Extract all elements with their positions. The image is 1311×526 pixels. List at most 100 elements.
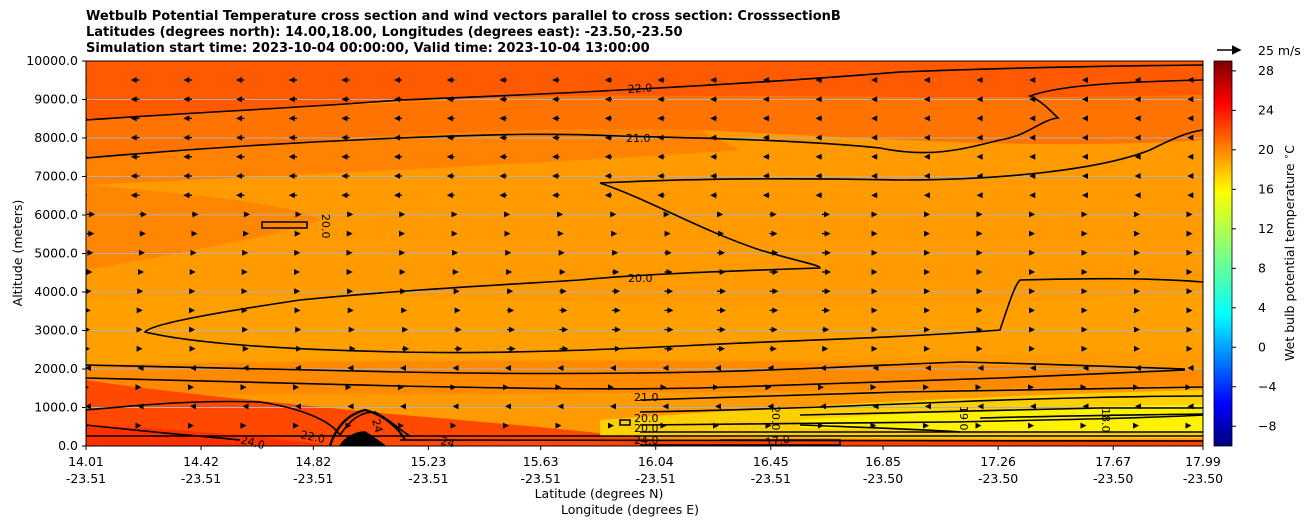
colorbar-tick-label: −8 xyxy=(1258,418,1276,433)
wind-vector xyxy=(717,211,724,218)
wind-vector xyxy=(562,326,569,333)
contour-lines xyxy=(86,64,1203,446)
y-tick-label: 10000.0 xyxy=(26,53,78,68)
wind-vector xyxy=(451,230,458,237)
wind-vector xyxy=(241,307,248,314)
wind-vector xyxy=(78,115,84,121)
contour-label: 24.0 xyxy=(634,434,659,447)
wind-vector xyxy=(657,192,664,199)
wind-vector xyxy=(604,173,611,179)
wind-vector xyxy=(183,115,190,122)
wind-vector xyxy=(614,326,621,333)
wind-vector xyxy=(446,153,453,160)
wind-vector xyxy=(710,96,717,103)
wind-vector xyxy=(296,345,303,352)
wind-vector xyxy=(667,345,674,352)
wind-vector xyxy=(243,211,250,218)
wind-vector xyxy=(871,134,878,141)
wind-vector xyxy=(86,327,91,332)
wind-vector xyxy=(710,173,717,179)
wind-vector xyxy=(552,153,559,160)
contour-label: 17.0 xyxy=(765,433,791,449)
wind-vector xyxy=(871,153,878,160)
wind-vector xyxy=(86,346,91,351)
wind-vector xyxy=(824,230,831,237)
colorbar-tick-label: 8 xyxy=(1258,260,1266,275)
wind-vector xyxy=(611,230,618,237)
wind-vector xyxy=(241,269,248,275)
wind-vector xyxy=(666,269,673,275)
wind-vector xyxy=(236,153,243,160)
wind-vector xyxy=(871,77,878,83)
wind-vector xyxy=(453,288,460,295)
wind-vector xyxy=(242,345,249,352)
chart-title-line-3: Simulation start time: 2023-10-04 00:00:… xyxy=(86,41,650,56)
wind-vector xyxy=(190,249,197,256)
contour-label: 24.0 xyxy=(239,433,266,452)
wind-vector xyxy=(452,249,459,256)
wind-vector xyxy=(456,345,463,352)
wind-vector xyxy=(667,307,674,314)
x-tick-label-lon: -23.51 xyxy=(521,471,561,486)
wind-vector xyxy=(183,173,190,179)
wind-vector xyxy=(288,192,295,199)
wind-vector xyxy=(657,134,664,141)
contour-label: 19.0 xyxy=(957,406,970,431)
wind-vector xyxy=(657,153,664,160)
wind-vector xyxy=(871,115,878,122)
wind-vector xyxy=(236,96,243,103)
wind-vector xyxy=(189,345,196,352)
wind-vector xyxy=(824,269,831,275)
wind-vector xyxy=(446,192,453,199)
colorbar-ticks: 28 24 20 16 12 8 4 0 −4 −8 xyxy=(1232,63,1276,433)
contour-label: 22.0 xyxy=(627,81,652,96)
wind-vector xyxy=(710,192,717,199)
wind-vector xyxy=(824,249,831,256)
wind-vector xyxy=(346,269,353,275)
colorbar-tick-label: 4 xyxy=(1258,300,1266,315)
wind-vector xyxy=(710,77,717,83)
wind-vector xyxy=(762,173,769,179)
colorbar-label: Wet bulb potential temperature ∘C xyxy=(1282,145,1297,361)
x-tick-label-lon: -23.50 xyxy=(863,471,903,486)
wind-vector xyxy=(771,230,778,237)
wind-vector xyxy=(871,192,878,199)
wind-vector xyxy=(130,115,137,122)
wind-vector xyxy=(78,77,84,83)
colorbar: 28 24 20 16 12 8 4 0 −4 −8 Wet bulb potential tem… xyxy=(1213,60,1297,447)
wind-vector xyxy=(346,249,353,256)
wind-vector xyxy=(612,249,619,256)
wind-vector xyxy=(130,134,137,141)
wind-vector xyxy=(242,230,249,237)
wind-vector xyxy=(509,345,516,352)
wind-vector xyxy=(192,211,199,218)
wind-vector xyxy=(130,96,137,103)
wind-vector xyxy=(604,77,611,83)
wind-vector xyxy=(288,153,295,160)
wind-vector xyxy=(552,96,559,103)
wind-vector xyxy=(610,211,617,218)
wind-vector xyxy=(86,288,92,294)
x-tick-label-lon: -23.50 xyxy=(1183,471,1223,486)
wind-vector xyxy=(86,308,91,313)
wind-vector xyxy=(446,134,453,141)
y-tick-label: 8000.0 xyxy=(34,130,78,145)
y-tick-label: 0.0 xyxy=(58,438,78,453)
wind-vector xyxy=(561,307,568,314)
wind-vector xyxy=(347,211,354,218)
wind-vector xyxy=(815,153,822,160)
x-tick-label-lon: -23.51 xyxy=(66,471,106,486)
wind-vector xyxy=(507,288,514,295)
wind-vector xyxy=(130,192,137,199)
contour-label: 22.0 xyxy=(299,428,326,446)
wind-vector xyxy=(349,345,356,352)
wind-vector xyxy=(236,115,243,122)
wind-vector xyxy=(399,249,406,256)
wind-vector xyxy=(88,230,95,237)
wind-vector xyxy=(560,288,567,295)
wind-key-label: 25 m/s xyxy=(1258,43,1301,58)
wind-vector xyxy=(183,77,190,83)
wind-vector xyxy=(78,192,84,198)
wind-vector xyxy=(557,230,564,237)
contour-label: 20.0 xyxy=(319,214,332,239)
